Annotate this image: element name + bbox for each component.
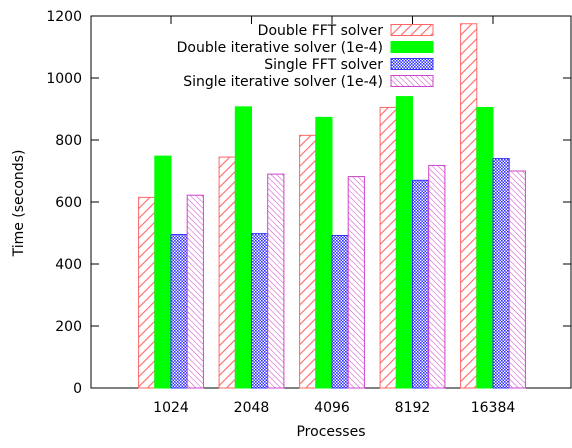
bar-double-iterative-solver-1e-4-16384 bbox=[476, 106, 494, 389]
bar-double-iterative-solver-1e-4-2048 bbox=[234, 106, 253, 389]
legend-swatch bbox=[390, 41, 434, 53]
bar-double-fft-solver-16384 bbox=[460, 23, 478, 389]
x-tick-label: 8192 bbox=[395, 400, 431, 416]
bar-double-iterative-solver-1e-4-1024 bbox=[154, 155, 172, 389]
legend-swatch bbox=[390, 75, 434, 87]
axes: 0 200 400 600 800 1000 1200 1024 2048 4096 8192 163… bbox=[46, 9, 572, 416]
x-tick-label: 1024 bbox=[153, 400, 189, 416]
legend-swatch bbox=[390, 24, 434, 36]
y-tick-label: 1000 bbox=[46, 71, 82, 87]
legend-label: Double FFT solver bbox=[258, 23, 384, 39]
bar-double-fft-solver-4096 bbox=[299, 134, 317, 389]
bar-single-iterative-solver-1e-4-16384 bbox=[508, 170, 526, 389]
legend-label: Single iterative solver (1e-4) bbox=[183, 74, 383, 90]
bar-single-fft-solver-4096 bbox=[331, 234, 349, 389]
y-tick-label: 1200 bbox=[46, 9, 82, 25]
bar-single-iterative-solver-1e-4-8192 bbox=[428, 164, 446, 389]
y-tick-label: 800 bbox=[55, 133, 82, 149]
bar-double-fft-solver-2048 bbox=[218, 156, 236, 389]
bar-double-fft-solver-8192 bbox=[379, 106, 397, 389]
y-axis-label: Time (seconds) bbox=[11, 150, 27, 258]
bar-single-fft-solver-2048 bbox=[251, 233, 269, 389]
y-tick-label: 600 bbox=[55, 195, 82, 211]
bar-single-fft-solver-1024 bbox=[170, 234, 188, 389]
bar-single-iterative-solver-1e-4-2048 bbox=[267, 173, 285, 389]
y-tick-label: 200 bbox=[55, 319, 82, 335]
bar-single-fft-solver-16384 bbox=[492, 158, 510, 389]
bar-single-iterative-solver-1e-4-4096 bbox=[347, 176, 365, 389]
bar-single-iterative-solver-1e-4-1024 bbox=[186, 194, 204, 389]
legend-swatch bbox=[390, 58, 434, 70]
y-tick-label: 0 bbox=[73, 381, 82, 397]
bar-double-fft-solver-1024 bbox=[138, 196, 156, 389]
x-tick-label: 2048 bbox=[234, 400, 270, 416]
x-tick-label: 16384 bbox=[471, 400, 516, 416]
y-tick-label: 400 bbox=[55, 257, 82, 273]
x-axis-label: Processes bbox=[296, 424, 365, 440]
bar-double-iterative-solver-1e-4-8192 bbox=[395, 96, 413, 389]
x-tick-label: 4096 bbox=[314, 400, 350, 416]
bars-group bbox=[138, 23, 526, 389]
bar-single-fft-solver-8192 bbox=[412, 179, 430, 389]
bar-double-iterative-solver-1e-4-4096 bbox=[315, 116, 333, 389]
legend-label: Double iterative solver (1e-4) bbox=[177, 40, 383, 56]
legend-label: Single FFT solver bbox=[264, 57, 383, 73]
